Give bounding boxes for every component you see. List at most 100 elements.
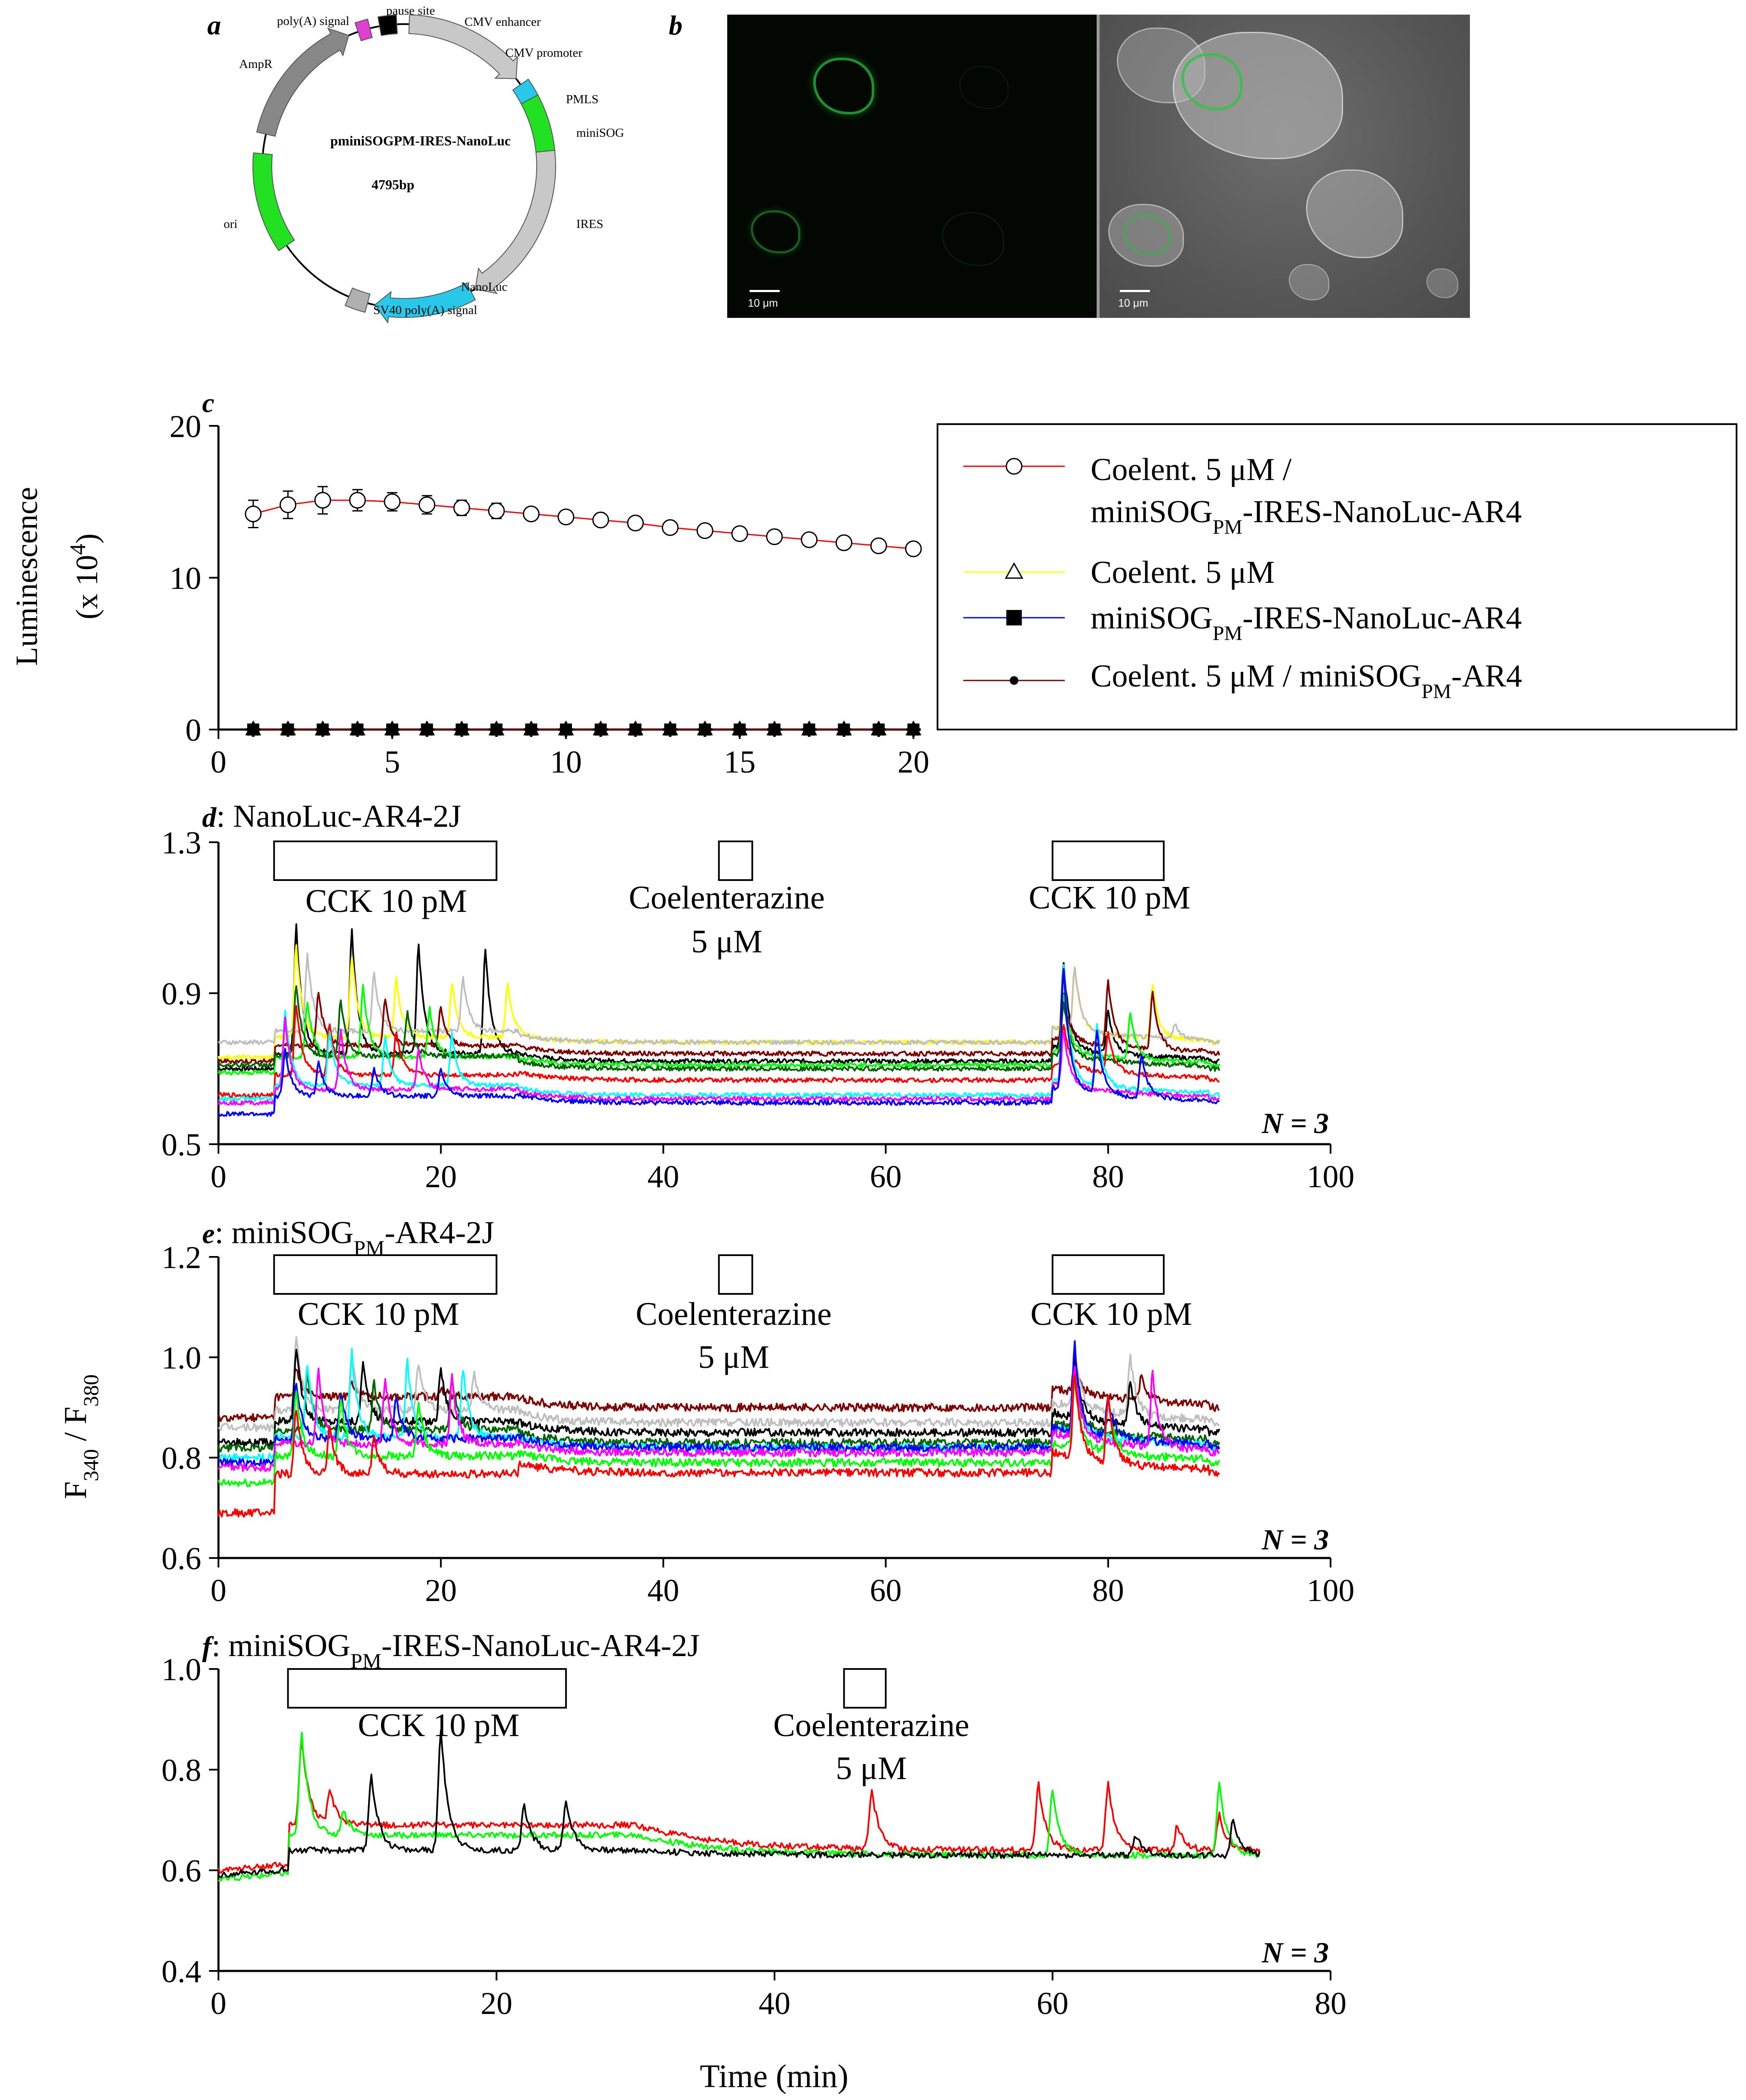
legend-label-3: miniSOGPM-IRES-NanoLuc-AR4 [1091, 600, 1522, 645]
data-point [627, 514, 644, 532]
scale-bar-right [1120, 290, 1150, 292]
trace-cell-1 [218, 1368, 1220, 1423]
stimulus-box [287, 1668, 567, 1709]
scale-bar-left [750, 290, 780, 292]
data-point [905, 540, 922, 557]
trace-chart-d: 0 20 40 60 80 100 0.5 0.9 1.3 [162, 825, 1355, 1195]
stimulus-box [718, 841, 753, 881]
label-pause-site: pause site [386, 4, 435, 18]
label-ampr: AmpR [239, 57, 273, 71]
trace-cell-9 [218, 1016, 1220, 1106]
ires-arc [474, 150, 556, 294]
luminescence-chart: 0 5 10 15 20 0 10 20 [169, 409, 929, 780]
d-stim-coel-1: Coelenterazine [629, 880, 825, 916]
legend-marker-circle [1005, 458, 1023, 475]
d-stim-cck-1: CCK 10 pM [305, 883, 467, 919]
data-point [661, 519, 679, 536]
label-cmv-promoter: CMV promoter [505, 46, 582, 60]
data-point [488, 502, 505, 520]
microscopy-images: 10 μm 10 μm [727, 15, 1470, 318]
legend-label-1b: miniSOGPM-IRES-NanoLuc-AR4 [1091, 494, 1522, 539]
legend-box [937, 423, 1737, 730]
panel-e-title: e: miniSOGPM-AR4-2J [202, 1215, 494, 1260]
plasmid-size: 4795bp [372, 177, 415, 192]
marker-triangle [280, 720, 296, 736]
f-xlabel: Time (min) [700, 2058, 848, 2094]
data-point [731, 525, 748, 542]
x-tick-label: 40 [759, 1986, 790, 2021]
y-tick-label: 0 [185, 713, 201, 748]
label-sv40: SV40 poly(A) signal [373, 303, 477, 317]
panel-letter-c: c [202, 388, 214, 418]
polyA-arc [354, 18, 373, 42]
stimulus-box [1051, 1254, 1165, 1295]
marker-triangle [523, 720, 539, 736]
nanoluc-arc [374, 282, 476, 324]
marker-triangle [593, 720, 609, 736]
x-tick-label: 60 [870, 1159, 902, 1195]
y-tick-label: 0.4 [162, 1954, 202, 1989]
marker-triangle [732, 720, 748, 736]
data-point [592, 511, 609, 529]
label-cmv-enhancer: CMV enhancer [464, 15, 541, 29]
stimulus-box [1051, 841, 1165, 881]
x-tick-label: 20 [481, 1986, 513, 2021]
trace-cell-7 [218, 1366, 1220, 1472]
brightfield-overlay-image: 10 μm [1100, 15, 1470, 318]
label-minisog: miniSOG [576, 126, 624, 140]
e-stim-coel-1: Coelenterazine [636, 1296, 832, 1332]
marker-triangle [314, 720, 331, 736]
panel-letter-a: a [207, 10, 221, 40]
d-n-label: N = 3 [1261, 1107, 1329, 1139]
trace-cell-4 [218, 979, 1220, 1065]
x-tick-label: 20 [898, 745, 929, 780]
chart-c-legend: Coelent. 5 μM / miniSOGPM-IRES-NanoLuc-A… [937, 423, 1737, 730]
marker-triangle [766, 720, 783, 736]
e-stim-coel-2: 5 μM [698, 1339, 769, 1375]
x-tick-label: 10 [550, 745, 582, 780]
data-point [245, 505, 262, 523]
marker-triangle [662, 720, 678, 736]
trace-cell-2 [218, 1336, 1220, 1432]
plasmid-map: pminiSOGPM-IRES-NanoLuc 4795bp poly(A) s… [224, 4, 624, 324]
trace-cell-1 [218, 1739, 1260, 1874]
f-n-label: N = 3 [1261, 1936, 1329, 1969]
sv40-arc [344, 287, 371, 313]
stimulus-box [273, 1254, 498, 1295]
cmv-arc [408, 14, 518, 79]
data-point [314, 492, 331, 509]
y-tick-label: 10 [169, 561, 201, 596]
y-tick-label: 1.0 [162, 1340, 202, 1376]
label-polyA-signal: poly(A) signal [277, 14, 349, 28]
panel-c-ylabel-unit: (x 104) [66, 533, 105, 619]
panel-c-ylabel: Luminescence [9, 487, 44, 666]
scale-label-right: 10 μm [1118, 297, 1148, 309]
e-ylabel: F340 / F380 [58, 1374, 103, 1499]
panel-d-title: d: NanoLuc-AR4-2J [202, 799, 461, 834]
marker-triangle [697, 720, 713, 736]
stimulus-box [718, 1254, 753, 1295]
trace-chart-f: 0 20 40 60 80 0.4 0.6 0.8 1.0 [162, 1652, 1347, 2021]
legend-marker-dot [1010, 676, 1018, 685]
x-tick-label: 100 [1307, 1159, 1355, 1195]
marker-triangle [627, 720, 644, 736]
e-n-label: N = 3 [1261, 1523, 1329, 1556]
panel-f-title: f: miniSOGPM-IRES-NanoLuc-AR4-2J [202, 1628, 700, 1673]
label-pmls: PMLS [566, 92, 599, 106]
y-tick-label: 0.6 [162, 1541, 202, 1577]
y-tick-label: 0.8 [162, 1753, 202, 1788]
y-tick-label: 0.9 [162, 976, 202, 1012]
marker-triangle [245, 720, 261, 736]
data-point [557, 508, 575, 526]
minisog-arc [520, 94, 556, 153]
legend-label-1a: Coelent. 5 μM / [1091, 452, 1292, 487]
x-tick-label: 40 [647, 1573, 679, 1608]
x-tick-label: 0 [211, 745, 227, 780]
x-tick-label: 80 [1315, 1986, 1346, 2021]
legend-label-4: Coelent. 5 μM / miniSOGPM-AR4 [1091, 659, 1522, 703]
x-tick-label: 20 [425, 1573, 457, 1608]
x-tick-label: 80 [1092, 1159, 1124, 1195]
ampr-arc [256, 28, 350, 137]
data-point [696, 522, 713, 539]
